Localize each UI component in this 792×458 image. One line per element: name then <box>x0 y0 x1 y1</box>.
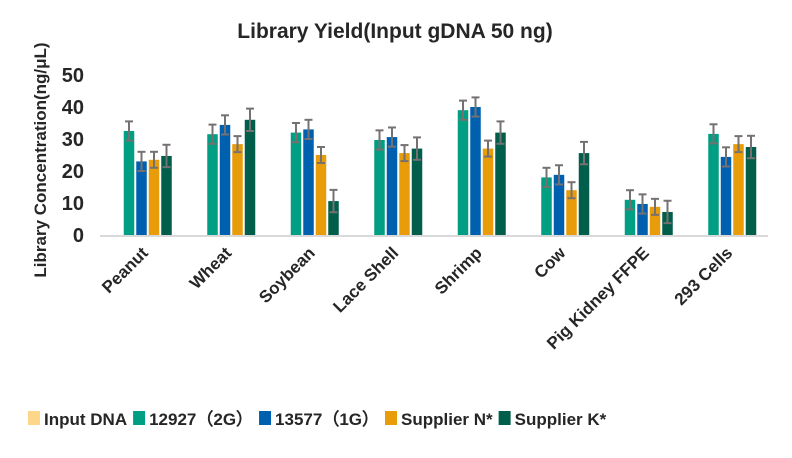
bar <box>386 137 398 235</box>
error-bar <box>459 99 467 121</box>
bar <box>303 129 314 235</box>
bar <box>161 155 172 235</box>
bar <box>566 190 577 235</box>
error-bar <box>626 189 634 211</box>
error-bar <box>722 146 730 168</box>
error-bar <box>329 188 338 214</box>
error-bar <box>246 107 254 132</box>
error-bar <box>747 134 755 160</box>
error-bar <box>304 118 313 140</box>
bar <box>733 144 744 235</box>
error-bar <box>292 122 300 144</box>
legend-label: 12927（2G） <box>149 409 253 429</box>
x-tick-label: Wheat <box>186 243 236 293</box>
error-bar <box>150 150 158 169</box>
legend-label: Supplier K* <box>515 410 607 429</box>
y-tick-label: 50 <box>62 65 84 87</box>
error-bar <box>567 181 576 200</box>
bar <box>207 134 218 235</box>
y-tick-label: 30 <box>62 129 84 151</box>
error-bar <box>233 135 242 154</box>
bar <box>123 131 135 235</box>
bar <box>541 177 552 235</box>
bar <box>328 201 339 235</box>
bar <box>470 107 481 235</box>
bar <box>553 174 565 235</box>
error-bar <box>542 166 551 188</box>
error-bar <box>580 140 588 166</box>
error-bar <box>137 150 146 172</box>
error-bar <box>663 199 672 225</box>
chart-title: Library Yield(Input gDNA 50 ng) <box>237 20 552 43</box>
error-bar <box>651 197 659 216</box>
error-bar <box>471 96 480 118</box>
bar <box>374 139 385 235</box>
error-bar <box>555 164 563 186</box>
bar <box>578 153 590 235</box>
bar <box>495 132 506 235</box>
bar <box>315 155 327 235</box>
legend-swatch <box>133 411 146 425</box>
bar <box>232 144 243 235</box>
x-tick-label: Peanut <box>98 243 152 297</box>
bar <box>637 203 648 235</box>
legend-label: 13577（1G） <box>275 409 379 429</box>
error-bar <box>484 139 492 158</box>
legend-swatch <box>498 411 511 425</box>
x-tick-label: Cow <box>531 243 570 282</box>
y-tick-label: 40 <box>62 97 84 119</box>
bar <box>720 156 732 235</box>
error-bar <box>125 120 133 142</box>
x-tick-label: 293 Cells <box>671 243 737 309</box>
bar <box>399 153 410 235</box>
x-tick-label: Shrimp <box>431 243 486 298</box>
legend-swatch <box>28 411 40 425</box>
error-bar <box>400 144 409 163</box>
error-bar <box>317 146 325 164</box>
y-tick-label: 10 <box>62 193 84 215</box>
bar <box>136 161 147 235</box>
bar <box>244 119 256 235</box>
error-bar <box>208 123 217 145</box>
bar <box>624 199 636 235</box>
error-bar <box>221 114 229 136</box>
error-bar <box>734 135 743 154</box>
error-bar <box>388 126 396 148</box>
y-axis-label: Library Concentration(ng/μL) <box>31 42 50 277</box>
error-bar <box>638 193 647 215</box>
legend-label: Supplier N* <box>401 410 493 429</box>
error-bar <box>709 123 718 145</box>
bar <box>290 132 302 235</box>
x-tick-label: Lace Shell <box>329 243 402 316</box>
bar <box>411 148 423 235</box>
error-bar <box>413 136 421 161</box>
error-bar <box>496 120 505 145</box>
bar <box>457 110 469 235</box>
error-bar <box>162 143 171 169</box>
bar <box>148 159 160 235</box>
legend-swatch <box>385 411 397 425</box>
legend-swatch <box>259 411 272 425</box>
bar <box>482 148 494 235</box>
error-bar <box>375 129 384 151</box>
bar <box>649 206 661 235</box>
y-tick-label: 20 <box>62 161 84 183</box>
bar <box>745 147 757 235</box>
bar <box>708 133 719 235</box>
bar <box>219 124 231 235</box>
legend-label: Input DNA <box>44 410 127 429</box>
x-tick-label: Soybean <box>255 243 319 307</box>
y-tick-label: 0 <box>73 225 84 247</box>
